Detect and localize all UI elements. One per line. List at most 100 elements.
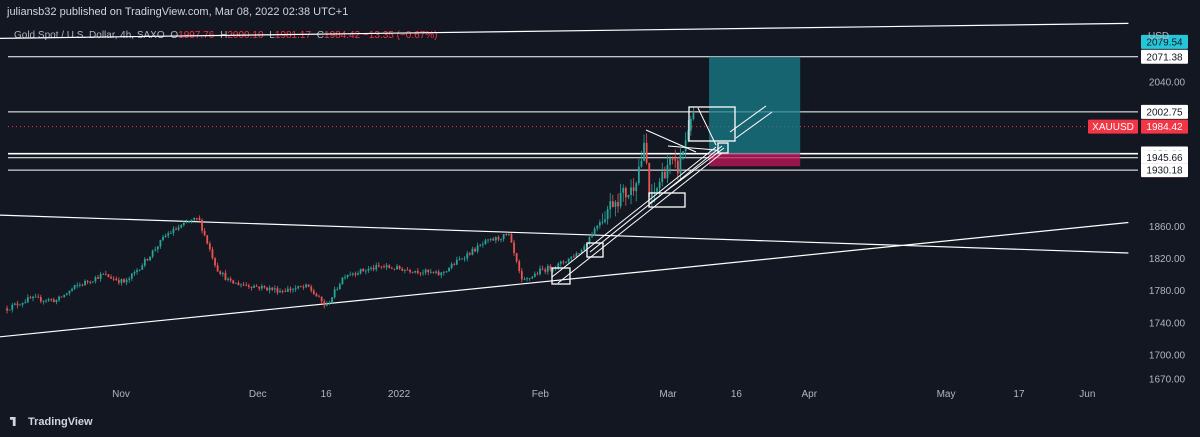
price-tag-text: 1945.66 xyxy=(1146,153,1183,164)
candle-body-31 xyxy=(86,280,89,283)
candle-body-73 xyxy=(195,217,198,219)
candle-body-28 xyxy=(78,284,81,286)
candle-body-38 xyxy=(104,273,107,275)
pattern-box-0 xyxy=(551,267,571,285)
candle-body-148 xyxy=(390,267,393,269)
y-tick-label: 1670.00 xyxy=(1149,375,1186,386)
candle-body-162 xyxy=(427,269,430,273)
candle-body-116 xyxy=(307,284,310,287)
candle-body-99 xyxy=(263,285,266,288)
candle-body-141 xyxy=(372,267,375,270)
candle-body-214 xyxy=(562,261,565,263)
candle-body-48 xyxy=(130,273,133,279)
channel-line-0 xyxy=(557,152,723,284)
candle-body-123 xyxy=(325,303,328,306)
candle-body-196 xyxy=(515,253,518,262)
close-value: 1984.42 xyxy=(324,30,361,41)
candle-body-84 xyxy=(224,272,227,280)
candle-body-90 xyxy=(240,284,242,286)
candle-body-249 xyxy=(653,191,656,193)
candle-body-41 xyxy=(112,278,115,280)
candle-body-98 xyxy=(260,285,263,289)
candle-body-124 xyxy=(328,302,331,304)
candle-body-187 xyxy=(492,238,495,241)
candle-body-169 xyxy=(445,271,448,273)
candle-body-106 xyxy=(281,291,284,292)
candle-body-235 xyxy=(617,202,619,207)
trendline-2 xyxy=(0,22,1129,39)
candle-body-207 xyxy=(544,269,547,272)
candle-body-210 xyxy=(552,269,554,271)
candle-body-19 xyxy=(55,299,58,303)
candle-body-57 xyxy=(154,249,157,251)
candle-body-15 xyxy=(45,300,47,302)
candle-body-72 xyxy=(193,217,196,220)
candle-body-213 xyxy=(559,261,562,264)
candle-body-100 xyxy=(266,287,268,291)
candle-body-194 xyxy=(510,234,513,243)
symbol-tag-bg xyxy=(1088,119,1138,134)
candle-body-159 xyxy=(419,272,422,274)
price-tag-bg-8 xyxy=(1141,34,1188,49)
candle-body-241 xyxy=(632,187,635,192)
candle-body-75 xyxy=(201,219,203,231)
candle-body-36 xyxy=(99,274,102,279)
candle-body-69 xyxy=(185,222,188,224)
x-tick-label: 2022 xyxy=(388,389,411,400)
candle-body-146 xyxy=(385,265,388,268)
candle-body-16 xyxy=(47,299,50,301)
y-tick-label: 1860.00 xyxy=(1149,222,1186,233)
candle-body-121 xyxy=(320,296,323,302)
channel-line-3 xyxy=(649,147,725,204)
candle-body-56 xyxy=(151,250,154,257)
pattern-box-3 xyxy=(717,142,729,154)
candle-body-0 xyxy=(6,308,8,311)
candle-body-86 xyxy=(229,278,232,281)
candle-body-193 xyxy=(507,234,510,235)
low-label: L xyxy=(269,30,275,41)
low-value: 1981.17 xyxy=(274,30,312,41)
candle-body-130 xyxy=(344,276,346,278)
candle-body-7 xyxy=(24,302,27,303)
candle-body-171 xyxy=(450,264,453,268)
candle-body-175 xyxy=(461,258,463,260)
candle-body-263 xyxy=(689,119,692,131)
candle-body-8 xyxy=(26,297,29,303)
candle-body-218 xyxy=(572,256,575,258)
price-tag-text: 2071.38 xyxy=(1146,52,1183,63)
candle-body-216 xyxy=(567,258,570,262)
candle-body-134 xyxy=(354,273,357,275)
candle-body-139 xyxy=(367,268,370,271)
candle-body-127 xyxy=(336,288,339,290)
price-tag-text: 1984.42 xyxy=(1146,122,1183,133)
candle-body-53 xyxy=(143,259,146,266)
candle-body-110 xyxy=(292,289,294,291)
candle-body-164 xyxy=(432,271,435,273)
candle-body-3 xyxy=(13,303,16,305)
candle-body-264 xyxy=(692,113,695,120)
candle-body-217 xyxy=(570,256,573,259)
x-tick-label: Dec xyxy=(249,389,267,400)
candle-body-12 xyxy=(37,296,40,298)
candle-body-88 xyxy=(234,282,237,284)
candle-body-65 xyxy=(175,228,177,230)
candle-body-222 xyxy=(583,246,586,251)
candle-body-26 xyxy=(73,285,76,289)
candle-body-43 xyxy=(117,280,120,283)
candle-body-68 xyxy=(182,222,185,226)
y-tick-label: 1700.00 xyxy=(1149,350,1186,361)
candle-body-168 xyxy=(442,272,445,273)
candle-body-14 xyxy=(42,300,45,302)
candle-body-39 xyxy=(107,274,110,278)
candle-body-96 xyxy=(255,285,258,287)
candle-body-66 xyxy=(177,227,180,230)
candle-body-170 xyxy=(448,267,450,272)
candle-body-109 xyxy=(289,288,292,291)
candle-body-250 xyxy=(656,188,658,192)
candle-body-18 xyxy=(52,299,55,303)
candle-body-188 xyxy=(494,237,497,241)
candle-body-37 xyxy=(102,273,105,275)
candle-body-192 xyxy=(505,233,508,235)
candle-body-89 xyxy=(237,282,240,286)
